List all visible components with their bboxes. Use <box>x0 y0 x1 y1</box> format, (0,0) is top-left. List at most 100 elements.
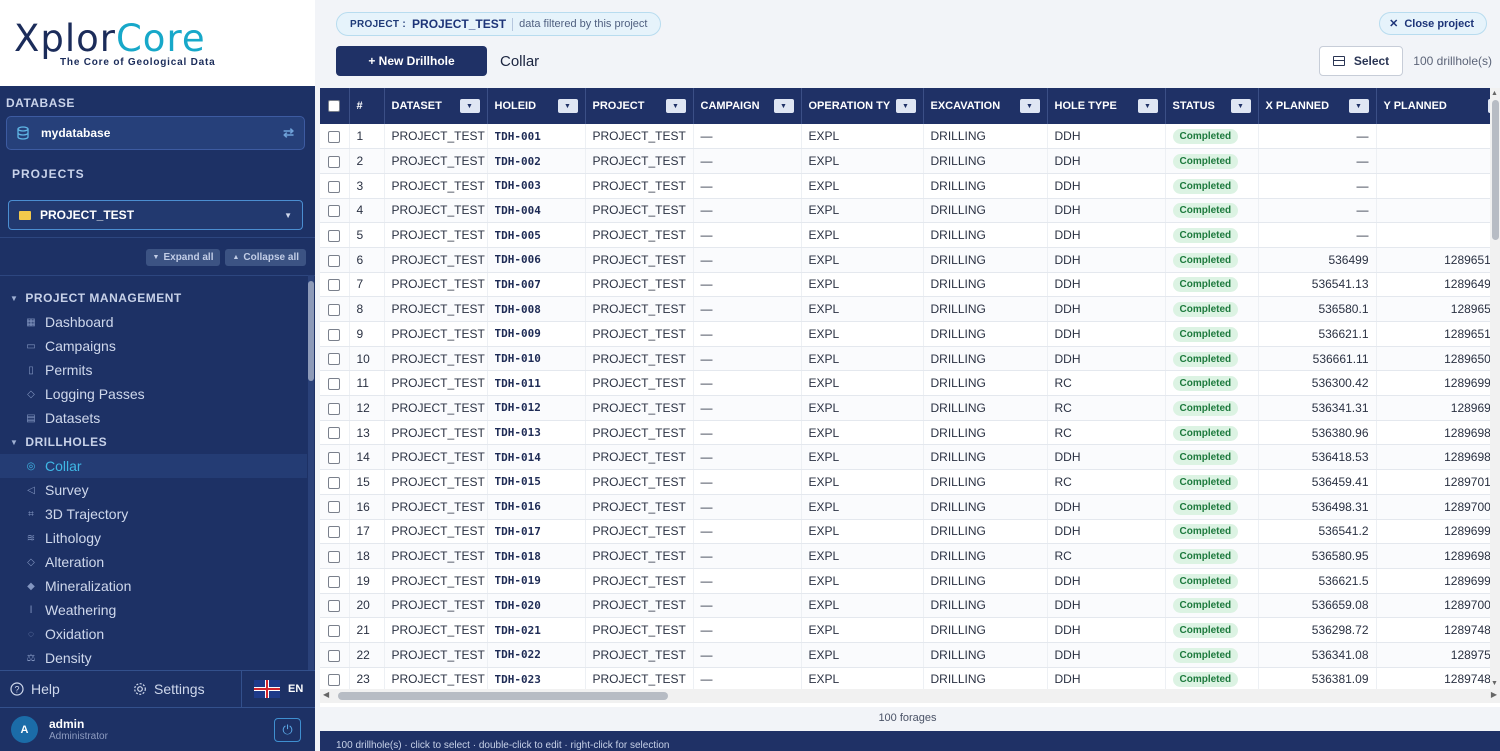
column-header[interactable]: PROJECT ▼ <box>585 88 694 124</box>
select-all-checkbox[interactable] <box>328 100 341 113</box>
row-checkbox[interactable] <box>328 402 341 415</box>
scroll-right-icon[interactable]: ▶ <box>1490 690 1497 699</box>
filter-menu-icon[interactable]: ▼ <box>665 99 686 113</box>
row-checkbox[interactable] <box>328 155 341 168</box>
row-checkbox[interactable] <box>328 501 341 514</box>
table-row[interactable]: 8 PROJECT_TEST TDH-008 PROJECT_TEST — EXPL DRI… <box>320 296 1500 322</box>
column-header[interactable]: STATUS ▼ <box>1165 88 1259 124</box>
filter-menu-icon[interactable]: ▼ <box>459 99 480 113</box>
column-header[interactable]: CAMPAIGN ▼ <box>693 88 802 124</box>
table-row[interactable]: 3 PROJECT_TEST TDH-003 PROJECT_TEST — EXPL DRI… <box>320 173 1500 199</box>
sidebar-item-permits[interactable]: ▯ Permits <box>0 358 307 382</box>
table-row[interactable]: 18 PROJECT_TEST TDH-018 PROJECT_TEST — EXPL DR… <box>320 543 1500 569</box>
sidebar-item-collar[interactable]: ◎ Collar <box>0 454 307 478</box>
column-header[interactable]: HOLE TYPE ▼ <box>1047 88 1166 124</box>
column-header[interactable]: # <box>349 88 385 124</box>
help-button[interactable]: ? Help <box>0 681 121 697</box>
sidebar-item-3d-trajectory[interactable]: ⌗ 3D Trajectory <box>0 502 307 526</box>
table-row[interactable]: 10 PROJECT_TEST TDH-010 PROJECT_TEST — EXPL DR… <box>320 346 1500 372</box>
database-selector[interactable]: mydatabase ⇄ <box>6 116 305 150</box>
column-header[interactable]: X PLANNED ▼ <box>1258 88 1377 124</box>
row-checkbox[interactable] <box>328 328 341 341</box>
table-row[interactable]: 5 PROJECT_TEST TDH-005 PROJECT_TEST — EXPL DRI… <box>320 222 1500 248</box>
filter-menu-icon[interactable]: ▼ <box>1348 99 1369 113</box>
settings-button[interactable]: Settings <box>121 681 241 697</box>
collapse-all-button[interactable]: ▲ Collapse all <box>225 249 306 266</box>
scrollbar-thumb[interactable] <box>338 692 668 700</box>
row-checkbox[interactable] <box>328 205 341 218</box>
scroll-down-icon[interactable]: ▼ <box>1491 680 1498 687</box>
row-checkbox[interactable] <box>328 303 341 316</box>
filter-menu-icon[interactable]: ▼ <box>1019 99 1040 113</box>
row-checkbox[interactable] <box>328 254 341 267</box>
project-selector[interactable]: PROJECT_TEST ▼ <box>8 200 303 230</box>
column-header[interactable]: OPERATION TY ▼ <box>801 88 924 124</box>
table-row[interactable]: 11 PROJECT_TEST TDH-011 PROJECT_TEST — EXPL DR… <box>320 370 1500 397</box>
table-row[interactable]: 7 PROJECT_TEST TDH-007 PROJECT_TEST — EXPL DRI… <box>320 272 1500 298</box>
scrollbar-thumb[interactable] <box>1492 100 1499 240</box>
avatar[interactable]: A <box>11 716 38 743</box>
table-row[interactable]: 14 PROJECT_TEST TDH-014 PROJECT_TEST — EXPL DR… <box>320 444 1500 471</box>
sidebar-item-density[interactable]: ⚖ Density <box>0 646 307 670</box>
sidebar-item-mineralization[interactable]: ◆ Mineralization <box>0 574 307 598</box>
table-row[interactable]: 15 PROJECT_TEST TDH-015 PROJECT_TEST — EXPL DR… <box>320 469 1500 495</box>
row-checkbox[interactable] <box>328 550 341 563</box>
table-row[interactable]: 22 PROJECT_TEST TDH-022 PROJECT_TEST — EXPL DR… <box>320 642 1500 668</box>
table-row[interactable]: 13 PROJECT_TEST TDH-013 PROJECT_TEST — EXPL DR… <box>320 420 1500 446</box>
sidebar-item-lithology[interactable]: ≋ Lithology <box>0 526 307 550</box>
row-checkbox[interactable] <box>328 427 341 440</box>
table-row[interactable]: 1 PROJECT_TEST TDH-001 PROJECT_TEST — EXPL DRI… <box>320 124 1500 150</box>
table-row[interactable]: 21 PROJECT_TEST TDH-021 PROJECT_TEST — EXPL DR… <box>320 617 1500 643</box>
select-button[interactable]: Select <box>1319 46 1403 76</box>
column-header[interactable]: HOLEID ▼ <box>487 88 586 124</box>
filter-menu-icon[interactable]: ▼ <box>1137 99 1158 113</box>
table-row[interactable]: 9 PROJECT_TEST TDH-009 PROJECT_TEST — EXPL DRI… <box>320 321 1500 347</box>
filter-menu-icon[interactable]: ▼ <box>557 99 578 113</box>
row-checkbox[interactable] <box>328 180 341 193</box>
column-header[interactable]: EXCAVATION ▼ <box>923 88 1048 124</box>
row-checkbox[interactable] <box>328 674 341 687</box>
table-row[interactable]: 23 PROJECT_TEST TDH-023 PROJECT_TEST — EXPL DR… <box>320 667 1500 693</box>
row-checkbox[interactable] <box>328 476 341 489</box>
scroll-left-icon[interactable]: ◀ <box>323 690 330 699</box>
row-checkbox[interactable] <box>328 130 341 143</box>
language-selector[interactable]: EN <box>241 670 303 708</box>
table-row[interactable]: 6 PROJECT_TEST TDH-006 PROJECT_TEST — EXPL DRI… <box>320 247 1500 273</box>
row-checkbox[interactable] <box>328 452 341 465</box>
sidebar-item-alteration[interactable]: ◇ Alteration <box>0 550 307 574</box>
row-checkbox[interactable] <box>328 229 341 242</box>
sidebar-item-oxidation[interactable]: ◌ Oxidation <box>0 622 307 646</box>
table-row[interactable]: 2 PROJECT_TEST TDH-002 PROJECT_TEST — EXPL DRI… <box>320 148 1500 174</box>
nav-group-header[interactable]: ▼ DRILLHOLES <box>0 430 307 454</box>
scrollbar-thumb[interactable] <box>308 281 314 381</box>
row-checkbox[interactable] <box>328 378 341 391</box>
table-row[interactable]: 20 PROJECT_TEST TDH-020 PROJECT_TEST — EXPL DR… <box>320 593 1500 619</box>
logout-button[interactable]: ⏻ <box>274 717 301 742</box>
swap-icon[interactable]: ⇄ <box>283 125 294 140</box>
sidebar-scrollbar[interactable] <box>308 275 314 670</box>
sidebar-item-campaigns[interactable]: ▭ Campaigns <box>0 334 307 358</box>
filter-menu-icon[interactable]: ▼ <box>895 99 916 113</box>
table-vertical-scrollbar[interactable]: ▲ ▼ <box>1490 88 1500 689</box>
nav-group-header[interactable]: ▼ PROJECT MANAGEMENT <box>0 286 307 310</box>
table-row[interactable]: 17 PROJECT_TEST TDH-017 PROJECT_TEST — EXPL DR… <box>320 519 1500 545</box>
row-checkbox[interactable] <box>328 575 341 588</box>
table-row[interactable]: 16 PROJECT_TEST TDH-016 PROJECT_TEST — EXPL DR… <box>320 494 1500 520</box>
close-project-button[interactable]: ✕ Close project <box>1379 12 1487 35</box>
row-checkbox[interactable] <box>328 649 341 662</box>
sidebar-item-survey[interactable]: ◁ Survey <box>0 478 307 502</box>
table-row[interactable]: 12 PROJECT_TEST TDH-012 PROJECT_TEST — EXPL DR… <box>320 395 1500 421</box>
row-checkbox[interactable] <box>328 279 341 292</box>
column-header[interactable]: Y PLANNED▼ <box>1376 88 1500 124</box>
sidebar-item-datasets[interactable]: ▤ Datasets <box>0 406 307 430</box>
expand-all-button[interactable]: ▼ Expand all <box>145 249 221 266</box>
sidebar-item-logging-passes[interactable]: ◇ Logging Passes <box>0 382 307 406</box>
row-checkbox[interactable] <box>328 624 341 637</box>
table-horizontal-scrollbar[interactable]: ◀ ▶ <box>320 689 1500 703</box>
filter-menu-icon[interactable]: ▼ <box>773 99 794 113</box>
column-header[interactable]: DATASET ▼ <box>384 88 488 124</box>
sidebar-item-dashboard[interactable]: ▦ Dashboard <box>0 310 307 334</box>
row-checkbox[interactable] <box>328 526 341 539</box>
table-row[interactable]: 4 PROJECT_TEST TDH-004 PROJECT_TEST — EXPL DRI… <box>320 198 1500 224</box>
table-row[interactable]: 19 PROJECT_TEST TDH-019 PROJECT_TEST — EXPL DR… <box>320 568 1500 594</box>
